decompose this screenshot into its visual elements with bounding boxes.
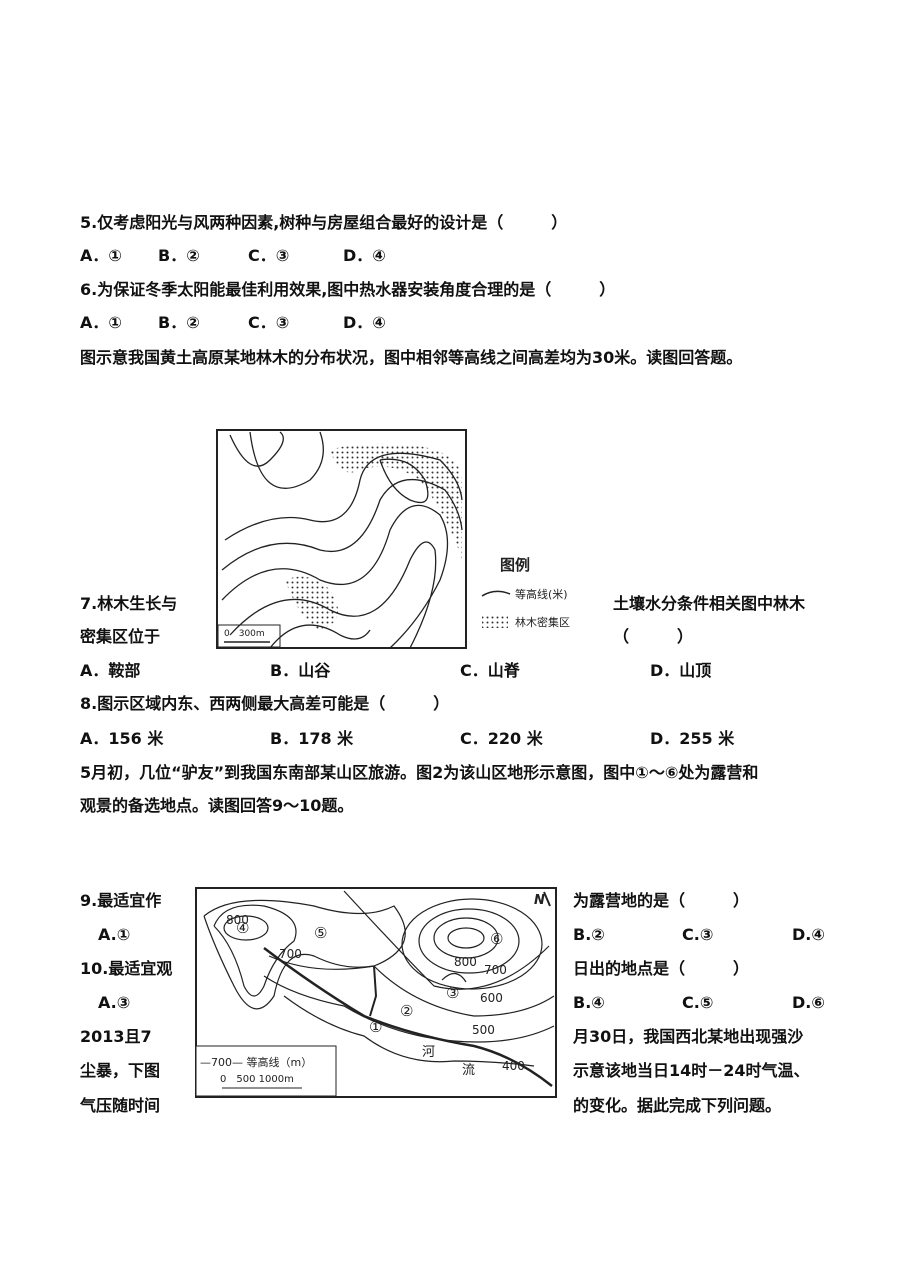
option: B．② — [158, 246, 200, 265]
option: B.④ — [573, 993, 605, 1012]
question-stem: 7.林木生长与 — [80, 594, 178, 613]
option: B．178 米 — [270, 729, 354, 748]
option: A．156 米 — [80, 729, 164, 748]
scale-label: 0 300m — [224, 629, 265, 639]
point-label: ① — [369, 1018, 382, 1036]
figure-1: 0 300m 图例 等高线(米) 林木密集区 — [216, 429, 570, 649]
option: B．② — [158, 313, 200, 332]
point-label: ④ — [236, 919, 249, 937]
option: B.② — [573, 925, 605, 944]
answer-blank: （ ） — [613, 627, 694, 646]
option: D．255 米 — [650, 729, 735, 748]
text-line: 10.最适宜观 — [80, 959, 173, 978]
option: D.④ — [792, 925, 825, 944]
option: C．③ — [248, 313, 290, 332]
question-stem: 密集区位于 — [80, 627, 161, 646]
option: C．③ — [248, 246, 290, 265]
point-label: ② — [400, 1002, 413, 1020]
text-line: 2013且7 — [80, 1027, 152, 1046]
option: B．山谷 — [270, 661, 331, 680]
question-stem: 8.图示区域内东、西两侧最大高差可能是（ ） — [80, 694, 450, 713]
contour-label: 800 — [454, 955, 477, 969]
option: D．④ — [343, 246, 386, 265]
text-line: 气压随时间 — [80, 1096, 161, 1115]
text-line: 尘暴，下图 — [80, 1061, 161, 1080]
option: C．山脊 — [460, 661, 520, 680]
option: D．山顶 — [650, 661, 712, 680]
river-label: 流 — [462, 1063, 475, 1078]
intro: 观景的备选地点。读图回答9～10题。 — [80, 796, 354, 815]
river-label: 河 — [422, 1045, 435, 1060]
point-label: ⑤ — [314, 924, 327, 942]
option: D.⑥ — [792, 993, 825, 1012]
option: C.③ — [682, 925, 714, 944]
point-label: ③ — [446, 984, 459, 1002]
contour-label: 600 — [480, 991, 503, 1005]
option: D．④ — [343, 313, 386, 332]
north-arrow: N — [534, 893, 545, 908]
legend-item: —700— 等高线（m） — [200, 1055, 312, 1069]
question-stem: 土壤水分条件相关图中林木 — [613, 594, 806, 613]
intro: 图示意我国黄土高原某地林木的分布状况，图中相邻等高线之间高差均为30米。读图回答… — [80, 348, 743, 367]
option: A.① — [98, 925, 131, 944]
text-line: 月30日，我国西北某地出现强沙 — [573, 1027, 804, 1046]
contour-label: 700 — [279, 947, 302, 961]
legend-item: 林木密集区 — [515, 615, 570, 629]
text-line: 日出的地点是（ ） — [573, 959, 750, 978]
option: A.③ — [98, 993, 131, 1012]
text-line: 的变化。据此完成下列问题。 — [573, 1096, 782, 1115]
text-line: 为露营地的是（ ） — [573, 891, 750, 910]
question-stem: 6.为保证冬季太阳能最佳利用效果,图中热水器安装角度合理的是（ ） — [80, 280, 616, 299]
contour-label: 400 — [502, 1059, 525, 1073]
intro: 5月初，几位“驴友”到我国东南部某山区旅游。图2为该山区地形示意图，图中①～⑥处… — [80, 763, 759, 782]
text-line: 9.最适宜作 — [80, 891, 162, 910]
option: A．① — [80, 313, 122, 332]
option: A．鞍部 — [80, 661, 141, 680]
contour-label: 700 — [484, 963, 507, 977]
option: C.⑤ — [682, 993, 714, 1012]
figure-2: 800 700 800 700 600 500 400 ① ② ③ ④ ⑤ ⑥ … — [195, 887, 557, 1098]
legend-item: 等高线(米) — [515, 587, 568, 601]
question-stem: 5.仅考虑阳光与风两种因素,树种与房屋组合最好的设计是（ ） — [80, 213, 568, 232]
scale-label: 0 500 1000m — [220, 1074, 294, 1085]
point-label: ⑥ — [490, 930, 503, 948]
text-line: 示意该地当日14时－24时气温、 — [573, 1061, 810, 1080]
option: A．① — [80, 246, 122, 265]
contour-label: 500 — [472, 1023, 495, 1037]
legend-title: 图例 — [500, 556, 530, 574]
contour-label: 800 — [226, 913, 249, 927]
option: C．220 米 — [460, 729, 543, 748]
